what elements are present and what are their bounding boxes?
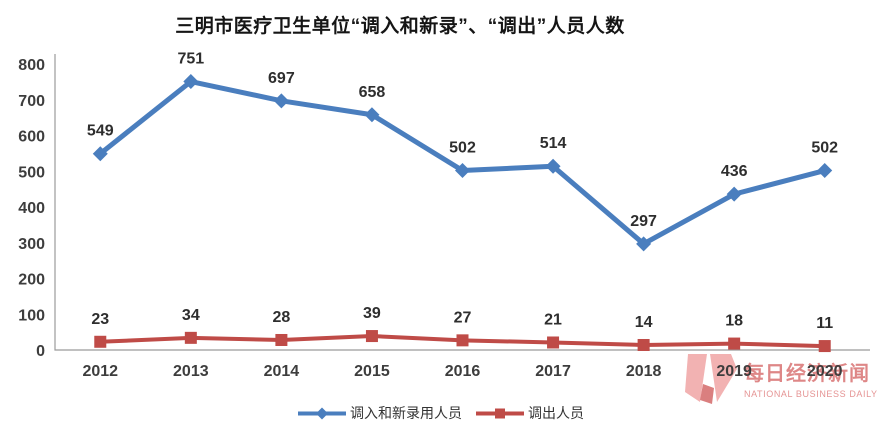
y-tick-label: 400 [18,200,45,217]
data-label: 697 [268,70,295,87]
x-tick-label: 2018 [626,363,662,380]
diamond-marker-icon [545,158,561,174]
diamond-marker-icon [92,146,108,162]
data-label: 27 [454,309,472,326]
data-label: 23 [91,311,109,328]
x-tick-label: 2017 [535,363,571,380]
y-tick-label: 200 [18,272,45,289]
diamond-marker-icon [364,107,380,123]
diamond-marker-icon [726,186,742,202]
series-line-0 [97,79,828,247]
legend-line-square-icon [476,408,524,418]
x-tick-label: 2019 [716,363,752,380]
square-marker-icon [184,331,197,344]
data-label: 18 [725,313,743,330]
diamond-marker-icon [455,163,470,179]
y-tick-label: 600 [18,129,45,146]
watermark-nbd: 每日经济新闻 NATIONAL BUSINESS DAILY [678,349,878,405]
y-tick-label: 100 [18,307,45,324]
x-tick-label: 2016 [445,363,481,380]
data-label: 21 [544,311,562,328]
data-label: 436 [721,163,748,180]
legend-label-transfer-in: 调入和新录用人员 [350,405,462,421]
legend: 调入和新录用人员 调出人员 [0,400,882,426]
y-tick-label: 500 [18,164,45,181]
square-marker-icon [547,336,560,349]
square-marker-icon [456,334,469,347]
data-label: 297 [630,213,657,230]
square-marker-icon [365,330,378,343]
x-tick-label: 2014 [264,363,300,380]
data-label: 14 [635,314,653,331]
axis-lines [54,54,870,351]
data-label: 502 [811,140,838,157]
square-marker-icon [275,333,288,346]
nbd-logo-icon [685,354,737,404]
data-label: 549 [87,123,114,140]
data-label: 39 [363,305,381,322]
legend-line-diamond-icon [298,407,346,419]
square-marker-icon [818,340,831,353]
square-marker-icon [94,335,107,348]
square-marker-icon [728,337,741,350]
data-label: 514 [540,135,567,152]
x-tick-label: 2015 [354,363,390,380]
diamond-marker-icon [273,93,289,109]
diamond-marker-icon [817,163,833,179]
data-label: 34 [182,307,200,324]
x-tick-label: 2012 [82,363,118,380]
data-label: 28 [272,309,290,326]
data-label: 11 [816,315,833,332]
y-tick-label: 300 [18,236,45,253]
y-tick-label: 700 [18,93,45,110]
data-label: 502 [449,140,476,157]
y-tick-label: 800 [18,57,45,74]
watermark-cn-text: 每日经济新闻 [744,363,870,385]
x-tick-label: 2013 [173,363,209,380]
y-tick-label: 0 [36,343,45,360]
legend-item-transfer-in: 调入和新录用人员 [298,403,462,423]
data-label: 751 [177,51,204,68]
watermark-texts: 每日经济新闻 NATIONAL BUSINESS DAILY [744,349,878,399]
square-marker-icon [637,338,650,351]
chart-title: 三明市医疗卫生单位“调入和新录”、“调出”人员人数 [175,16,625,37]
watermark-en-text: NATIONAL BUSINESS DAILY [744,389,878,399]
x-tick-label: 2020 [807,363,843,380]
diamond-marker-icon [183,74,199,90]
data-label: 658 [359,84,386,101]
legend-label-transfer-out: 调出人员 [528,405,584,421]
legend-item-transfer-out: 调出人员 [476,403,584,423]
diamond-marker-icon [636,236,652,252]
